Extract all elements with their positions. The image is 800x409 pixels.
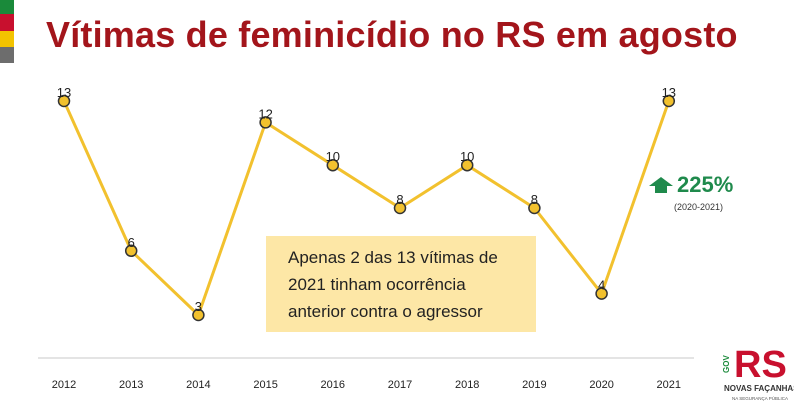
x-tick-label: 2019 [522, 379, 546, 391]
growth-percent: 225% [677, 172, 734, 197]
callout-line: Apenas 2 das 13 vítimas de [288, 248, 498, 267]
arrow-up-icon [649, 177, 673, 193]
flag-stripe-gray [0, 47, 14, 63]
data-label: 8 [531, 192, 538, 207]
x-tick-label: 2015 [253, 379, 277, 391]
callout-line: anterior contra o agressor [288, 302, 483, 321]
data-label: 3 [195, 299, 202, 314]
logo-letters: RS [734, 344, 787, 386]
data-label: 8 [396, 192, 403, 207]
rs-gov-logo: GOV RS NOVAS FAÇANHAS NA SEGURANÇA PÚBLI… [722, 344, 794, 401]
series-line [62, 100, 671, 317]
data-label: 10 [460, 149, 474, 164]
x-tick-label: 2017 [388, 379, 412, 391]
data-point [192, 308, 205, 322]
callout-line: 2021 tinham ocorrência [288, 275, 466, 294]
data-point [259, 116, 272, 129]
logo-side-text: GOV [722, 355, 731, 373]
data-point [528, 201, 541, 215]
x-tick-label: 2018 [455, 379, 479, 391]
page-title: Vítimas de feminicídio no RS em agosto [46, 14, 738, 55]
logo-subtagline: NA SEGURANÇA PÚBLICA [732, 395, 788, 401]
data-point [662, 94, 676, 108]
data-label: 10 [326, 149, 340, 164]
x-tick-label: 2012 [52, 379, 76, 391]
data-label: 6 [128, 235, 135, 250]
x-tick-label: 2013 [119, 379, 143, 391]
data-label: 13 [662, 85, 676, 100]
data-point [393, 201, 407, 215]
logo-tagline: NOVAS FAÇANHAS [724, 384, 794, 393]
data-point [460, 158, 474, 172]
x-tick-label: 2014 [186, 379, 210, 391]
growth-indicator: 225% (2020-2021) [648, 172, 758, 212]
flag-stripe-red [0, 14, 14, 31]
x-tick-label: 2020 [589, 379, 613, 391]
data-point [124, 244, 138, 258]
data-label: 12 [258, 106, 272, 121]
x-tick-label: 2016 [321, 379, 345, 391]
flag-stripe-yellow [0, 31, 14, 47]
x-tick-label: 2021 [657, 379, 681, 391]
data-point [595, 287, 608, 300]
data-point [326, 158, 340, 172]
data-label: 13 [57, 85, 71, 100]
growth-range: (2020-2021) [674, 202, 724, 212]
flag-stripe-green [0, 0, 14, 14]
callout-box: Apenas 2 das 13 vítimas de 2021 tinham o… [266, 236, 536, 332]
data-label: 4 [598, 278, 605, 293]
data-point [57, 94, 71, 108]
